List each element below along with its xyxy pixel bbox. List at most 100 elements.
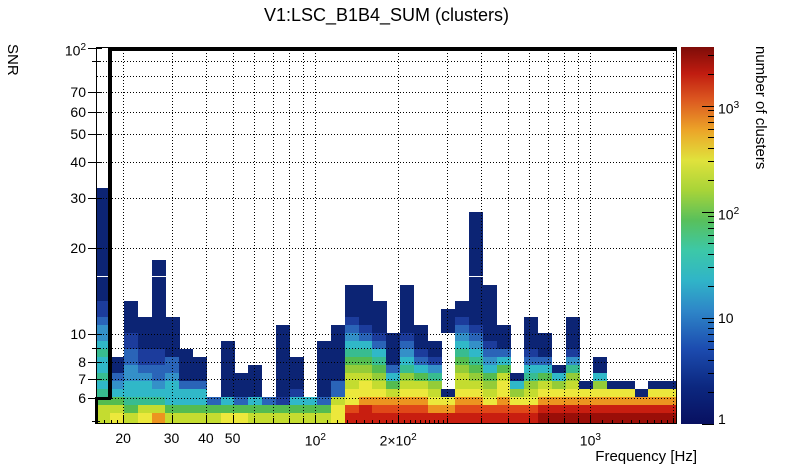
heatmap-cell: [455, 381, 470, 390]
heatmap-cell: [496, 381, 511, 390]
heatmap-cell: [275, 324, 291, 333]
heatmap-cell: [524, 357, 539, 366]
heatmap-cell: [455, 300, 470, 309]
x-axis-small-tick: [414, 419, 416, 424]
heatmap-cell: [455, 316, 470, 325]
x-axis-minor-tick: [272, 417, 274, 424]
heatmap-cell: [234, 413, 249, 424]
heatmap-cell: [551, 381, 566, 390]
heatmap-cell: [220, 373, 235, 382]
heatmap-cell: [386, 373, 401, 382]
heatmap-cell: [137, 397, 153, 406]
colorbar-tick-label: 10: [718, 309, 734, 326]
heatmap-cell: [96, 340, 111, 349]
heatmap-cell: [165, 348, 180, 357]
heatmap-cell: [469, 340, 484, 349]
heatmap-cell: [400, 373, 415, 382]
heatmap-cell: [344, 348, 360, 357]
x-axis-small-tick: [660, 419, 662, 424]
heatmap-cell: [634, 405, 649, 414]
heatmap-cell: [248, 397, 263, 406]
heatmap-cell: [234, 381, 249, 390]
histogram-outline-vertical: [107, 47, 112, 399]
heatmap-cell: [358, 405, 373, 414]
heatmap-cell: [372, 316, 387, 325]
heatmap-cell: [482, 413, 498, 424]
heatmap-cell: [344, 357, 360, 366]
gridline-vertical: [302, 47, 304, 424]
colorbar-minor-tick: [708, 227, 714, 229]
heatmap-cell: [441, 316, 456, 325]
heatmap-cell: [137, 405, 153, 414]
colorbar-tick-label: 102: [718, 205, 740, 223]
heatmap-cell: [386, 405, 401, 414]
x-axis-small-tick: [346, 419, 348, 424]
heatmap-cell: [427, 397, 442, 406]
x-axis-minor-tick: [577, 417, 579, 424]
heatmap-cell: [496, 340, 511, 349]
heatmap-cell: [137, 340, 153, 349]
x-axis-small-tick: [419, 419, 421, 424]
y-axis-tick: [88, 334, 102, 336]
heatmap-cell: [372, 324, 387, 333]
y-axis-tick-label: 102: [64, 42, 86, 59]
heatmap-cell: [124, 348, 139, 357]
heatmap-cell: [358, 284, 373, 293]
gridline-vertical: [590, 47, 592, 424]
heatmap-cell: [524, 340, 539, 349]
heatmap-cell: [110, 373, 125, 382]
x-axis-small-tick: [424, 419, 426, 424]
heatmap-cell: [455, 405, 470, 414]
heatmap-cell: [275, 332, 291, 341]
heatmap-cell: [96, 187, 111, 196]
y-axis-tick-label: 40: [70, 153, 86, 170]
heatmap-cell: [151, 405, 166, 414]
heatmap-cell: [469, 220, 484, 229]
heatmap-cell: [151, 365, 166, 374]
heatmap-cell: [400, 332, 415, 341]
heatmap-cell: [317, 357, 332, 366]
gridline-horizontal: [96, 197, 676, 199]
colorbar-minor-tick: [708, 349, 714, 351]
heatmap-cell: [565, 348, 580, 357]
heatmap-cell: [137, 365, 153, 374]
heatmap-cell: [565, 381, 580, 390]
heatmap-cell: [482, 389, 498, 398]
heatmap-cell: [262, 397, 277, 406]
heatmap-cell: [96, 196, 111, 205]
heatmap-cell: [344, 300, 360, 309]
heatmap-cell: [165, 340, 180, 349]
heatmap-cell: [510, 397, 525, 406]
heatmap-cell: [482, 348, 498, 357]
x-axis-small-tick: [326, 419, 328, 424]
heatmap-cell: [96, 365, 111, 374]
heatmap-cell: [469, 397, 484, 406]
heatmap-cell: [220, 365, 235, 374]
heatmap-cell: [317, 348, 332, 357]
heatmap-cell: [413, 365, 429, 374]
heatmap-cell: [524, 413, 539, 424]
heatmap-cell: [206, 413, 222, 424]
heatmap-cell: [96, 413, 111, 424]
heatmap-cell: [455, 357, 470, 366]
heatmap-cell: [551, 397, 566, 406]
x-axis-small-tick: [646, 419, 648, 424]
heatmap-cell: [96, 220, 111, 229]
heatmap-cell: [455, 373, 470, 382]
heatmap-cell: [538, 340, 553, 349]
x-axis-tick: [232, 414, 234, 424]
gridline-vertical: [563, 47, 565, 424]
heatmap-cell: [220, 348, 235, 357]
heatmap-cell: [482, 324, 498, 333]
heatmap-cell: [151, 413, 166, 424]
heatmap-cell: [165, 365, 180, 374]
gridline-vertical: [205, 47, 207, 424]
heatmap-cell: [524, 373, 539, 382]
gridline-horizontal: [96, 75, 676, 77]
heatmap-cell: [151, 316, 166, 325]
gridline-vertical: [673, 47, 675, 424]
heatmap-cell: [179, 365, 194, 374]
heatmap-cell: [96, 276, 111, 285]
heatmap-cell: [124, 397, 139, 406]
heatmap-cell: [331, 389, 346, 398]
